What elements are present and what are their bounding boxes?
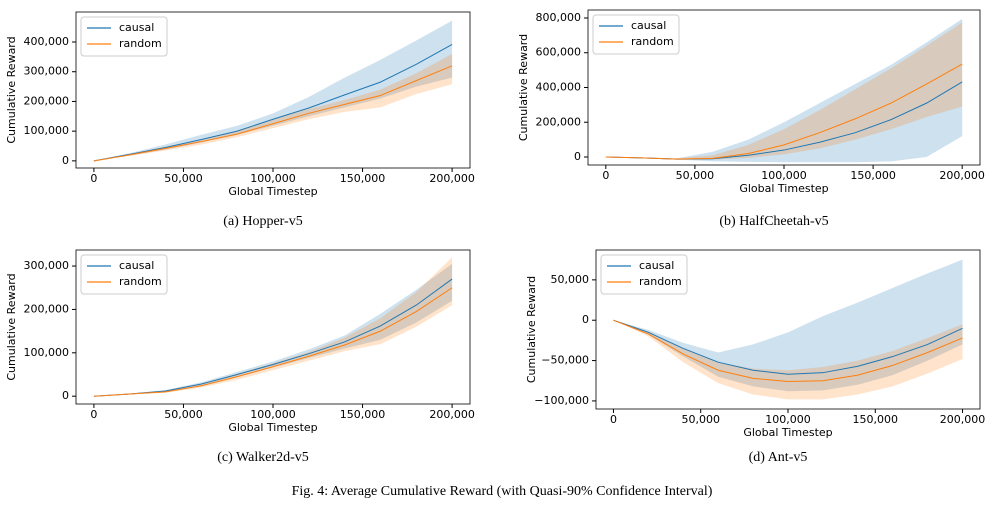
x-tick-label: 0 xyxy=(610,413,617,426)
y-tick-label: −100,000 xyxy=(534,394,589,407)
x-axis-label: Global Timestep xyxy=(739,182,828,195)
series-line xyxy=(93,65,453,162)
x-tick-label: 200,000 xyxy=(939,169,985,182)
panel-caption: (d) Ant-v5 xyxy=(749,450,808,465)
chart-panel: 0 50,000 100,000 150,000 200,000 0 100,000 200,… xyxy=(5,249,475,465)
y-axis-label: Cumulative Reward xyxy=(517,34,530,141)
series-line xyxy=(605,63,963,160)
series-line xyxy=(93,287,453,397)
x-tick-label: 150,000 xyxy=(340,408,386,421)
y-tick-label: 100,000 xyxy=(24,346,70,359)
y-tick-label: 0 xyxy=(62,154,69,167)
legend-box xyxy=(600,254,688,295)
y-tick-label: 400,000 xyxy=(24,35,70,48)
legend-label: random xyxy=(631,35,674,48)
y-tick-label: 100,000 xyxy=(24,124,70,137)
y-tick-label: 200,000 xyxy=(24,302,70,315)
panel-caption: (c) Walker2d-v5 xyxy=(217,450,309,465)
confidence-band xyxy=(605,22,963,160)
confidence-band xyxy=(93,20,453,161)
legend-label: random xyxy=(119,37,162,50)
y-tick-label: 300,000 xyxy=(24,259,70,272)
series-line xyxy=(93,278,453,397)
confidence-band xyxy=(93,257,453,397)
legend-box xyxy=(80,16,168,57)
series-line xyxy=(613,319,963,375)
panel-caption: (b) HalfCheetah-v5 xyxy=(719,214,828,229)
confidence-band xyxy=(613,320,963,400)
x-tick-label: 50,000 xyxy=(676,169,715,182)
panel-caption: (a) Hopper-v5 xyxy=(223,214,302,229)
y-tick-label: 0 xyxy=(582,313,589,326)
y-tick-label: 600,000 xyxy=(536,46,582,59)
legend-label: random xyxy=(639,275,682,288)
y-tick-label: 200,000 xyxy=(536,115,582,128)
y-tick-label: 50,000 xyxy=(551,273,590,286)
x-tick-label: 150,000 xyxy=(850,169,896,182)
series-line xyxy=(93,43,453,162)
x-tick-label: 100,000 xyxy=(250,172,296,185)
x-axis-label: Global Timestep xyxy=(743,426,832,439)
x-tick-label: 0 xyxy=(90,408,97,421)
x-tick-label: 200,000 xyxy=(429,408,475,421)
y-tick-label: 200,000 xyxy=(24,94,70,107)
x-tick-label: 150,000 xyxy=(853,413,899,426)
x-tick-label: 200,000 xyxy=(940,413,986,426)
plot-frame xyxy=(75,249,471,405)
x-tick-label: 200,000 xyxy=(429,172,475,185)
chart-panel: 0 50,000 100,000 150,000 200,000 0 200,000 400,… xyxy=(517,9,985,229)
chart-panel: 0 50,000 100,000 150,000 200,000 0 100,000 200,… xyxy=(5,11,475,229)
x-axis-label: Global Timestep xyxy=(228,421,317,434)
legend-box xyxy=(80,254,168,295)
plot-frame xyxy=(595,249,981,410)
y-axis-label: Cumulative Reward xyxy=(5,273,18,380)
legend-label: causal xyxy=(119,259,154,272)
y-tick-label: 0 xyxy=(574,150,581,163)
x-tick-label: 100,000 xyxy=(761,169,807,182)
x-tick-label: 150,000 xyxy=(340,172,386,185)
x-tick-label: 50,000 xyxy=(164,408,203,421)
y-axis-label: Cumulative Reward xyxy=(525,276,538,383)
x-tick-label: 0 xyxy=(602,169,609,182)
legend-label: causal xyxy=(119,21,154,34)
confidence-band xyxy=(613,259,963,392)
chart-panel: 0 50,000 100,000 150,000 200,000 −100,000 −50,… xyxy=(525,249,986,465)
y-tick-label: 0 xyxy=(62,389,69,402)
x-tick-label: 50,000 xyxy=(681,413,720,426)
x-tick-label: 100,000 xyxy=(250,408,296,421)
x-tick-label: 0 xyxy=(90,172,97,185)
plot-frame xyxy=(75,11,471,169)
series-line xyxy=(613,319,963,383)
legend-label: causal xyxy=(639,259,674,272)
x-axis-label: Global Timestep xyxy=(228,185,317,198)
legend-box xyxy=(592,14,680,55)
x-tick-label: 100,000 xyxy=(765,413,811,426)
y-tick-label: 800,000 xyxy=(536,11,582,24)
y-tick-label: −50,000 xyxy=(541,354,589,367)
legend-label: random xyxy=(119,275,162,288)
y-tick-label: 300,000 xyxy=(24,65,70,78)
legend-label: causal xyxy=(631,19,666,32)
x-tick-label: 50,000 xyxy=(164,172,203,185)
y-tick-label: 400,000 xyxy=(536,81,582,94)
plot-frame xyxy=(587,9,981,166)
y-axis-label: Cumulative Reward xyxy=(5,36,18,143)
figure-caption: Fig. 4: Average Cumulative Reward (with … xyxy=(292,484,713,499)
confidence-band xyxy=(93,263,453,397)
confidence-band xyxy=(93,53,453,161)
